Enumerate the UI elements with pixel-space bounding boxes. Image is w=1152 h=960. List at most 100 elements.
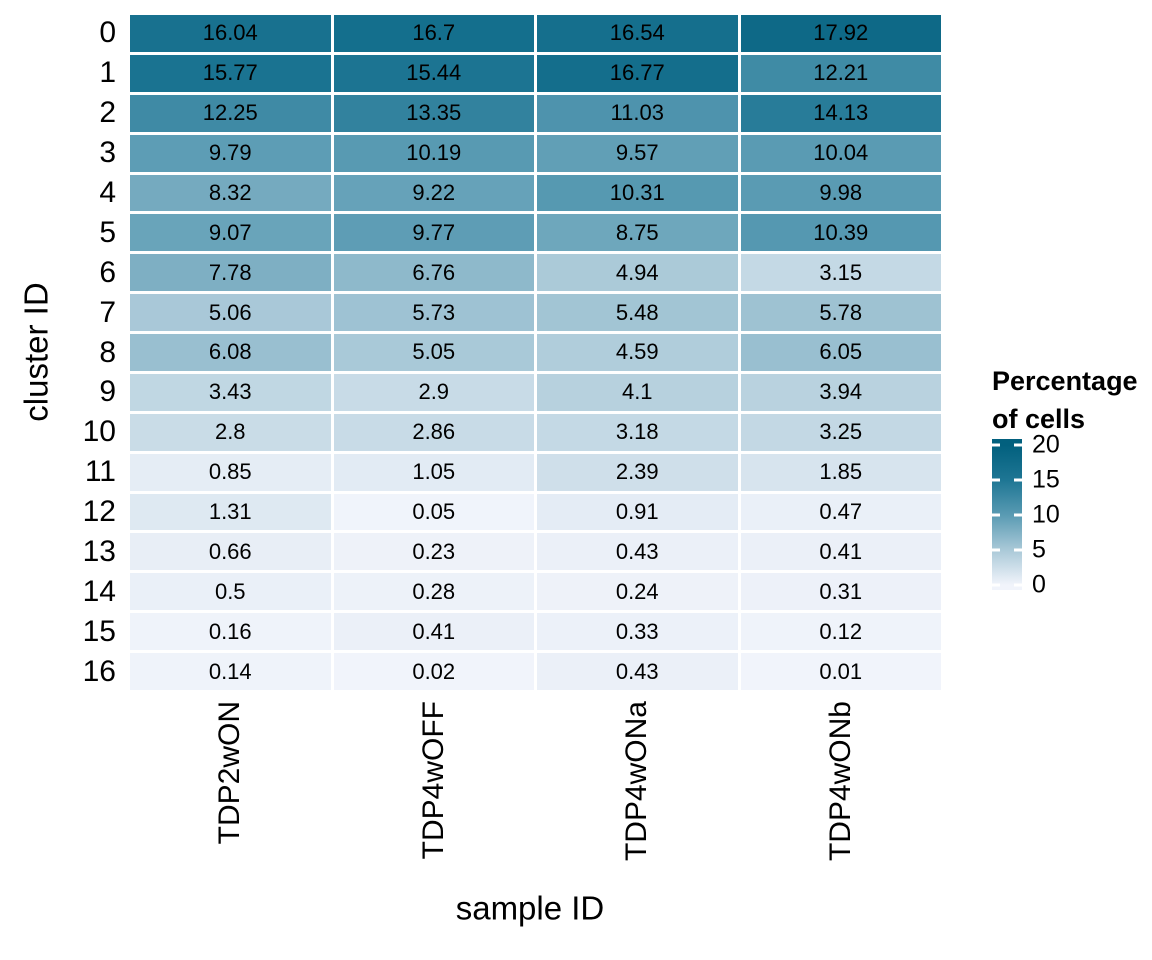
legend-tick-label: 0 xyxy=(1032,570,1046,599)
y-axis-tick-label: 14 xyxy=(82,574,116,608)
heatmap-cell: 6.76 xyxy=(333,254,534,292)
heatmap-cell: 10.04 xyxy=(740,134,941,172)
heatmap-cell: 2.9 xyxy=(333,373,534,411)
y-axis-tick-label: 8 xyxy=(99,335,116,369)
y-axis-tick-label: 9 xyxy=(99,375,116,409)
heatmap-cell: 0.28 xyxy=(333,573,534,611)
y-axis-tick-label: 0 xyxy=(99,16,116,50)
y-axis-tick-label: 11 xyxy=(84,455,116,489)
heatmap-cell: 2.39 xyxy=(537,453,738,491)
heatmap-cell: 15.77 xyxy=(130,54,331,92)
y-axis-tick-label: 10 xyxy=(82,415,116,449)
heatmap-cell: 10.31 xyxy=(537,174,738,212)
heatmap-cell: 4.1 xyxy=(537,373,738,411)
heatmap-cell: 3.18 xyxy=(537,413,738,451)
y-axis-tick-label: 13 xyxy=(82,534,116,568)
heatmap-cell: 5.48 xyxy=(537,294,738,332)
heatmap-cell: 3.43 xyxy=(130,373,331,411)
heatmap-cell: 1.05 xyxy=(333,453,534,491)
heatmap-cell: 0.12 xyxy=(740,613,941,651)
x-axis-tick-label: TDP4wONa xyxy=(620,701,654,862)
legend-tick-label: 5 xyxy=(1032,535,1046,564)
heatmap-cell: 9.79 xyxy=(130,134,331,172)
heatmap-grid: 16.04 16.7 16.54 17.92 15.77 15.44 16.77 12.21 1… xyxy=(130,15,941,690)
heatmap-cell: 0.41 xyxy=(740,533,941,571)
heatmap-cell: 4.94 xyxy=(537,254,738,292)
heatmap-cell: 0.33 xyxy=(537,613,738,651)
heatmap-cell: 0.02 xyxy=(333,653,534,690)
heatmap-cell: 9.98 xyxy=(740,174,941,212)
heatmap-cell: 15.44 xyxy=(333,54,534,92)
heatmap-cell: 16.54 xyxy=(537,15,738,52)
heatmap-cell: 2.86 xyxy=(333,413,534,451)
legend-tick-label: 15 xyxy=(1032,465,1060,494)
heatmap-cell: 16.7 xyxy=(333,15,534,52)
legend-tick-label: 20 xyxy=(1032,430,1060,459)
heatmap-cell: 8.32 xyxy=(130,174,331,212)
legend-tick-mark xyxy=(1014,478,1022,482)
heatmap-cell: 0.47 xyxy=(740,493,941,531)
heatmap-cell: 3.15 xyxy=(740,254,941,292)
heatmap-cell: 0.43 xyxy=(537,533,738,571)
heatmap-cell: 9.22 xyxy=(333,174,534,212)
heatmap-cell: 8.75 xyxy=(537,214,738,252)
heatmap-cell: 0.5 xyxy=(130,573,331,611)
legend-tick-mark xyxy=(1014,583,1022,587)
heatmap-cell: 7.78 xyxy=(130,254,331,292)
y-axis-tick-label: 5 xyxy=(99,215,116,249)
heatmap-cell: 0.66 xyxy=(130,533,331,571)
legend-tick-label: 10 xyxy=(1032,500,1060,529)
y-axis-tick-label: 3 xyxy=(99,136,116,170)
legend-tick-mark xyxy=(992,443,1000,447)
heatmap-cell: 17.92 xyxy=(740,15,941,52)
x-axis-title: sample ID xyxy=(455,889,605,927)
heatmap-cell: 3.94 xyxy=(740,373,941,411)
y-axis-tick-label: 12 xyxy=(82,495,116,529)
y-axis-tick-label: 2 xyxy=(99,96,116,130)
y-axis-title: cluster ID xyxy=(17,282,55,422)
y-axis-tick-label: 16 xyxy=(82,654,116,688)
heatmap-cell: 11.03 xyxy=(537,94,738,132)
heatmap-cell: 12.25 xyxy=(130,94,331,132)
heatmap-cell: 10.39 xyxy=(740,214,941,252)
legend-tick-mark xyxy=(1014,443,1022,447)
heatmap-cell: 1.85 xyxy=(740,453,941,491)
heatmap-cell: 16.04 xyxy=(130,15,331,52)
legend-tick-mark xyxy=(1014,548,1022,552)
heatmap-cell: 0.05 xyxy=(333,493,534,531)
heatmap-cell: 12.21 xyxy=(740,54,941,92)
y-axis-tick-label: 4 xyxy=(99,175,116,209)
y-axis-tick-label: 1 xyxy=(99,56,116,90)
heatmap-cell: 0.41 xyxy=(333,613,534,651)
heatmap-cell: 0.01 xyxy=(740,653,941,690)
heatmap-cell: 5.05 xyxy=(333,334,534,371)
heatmap-cell: 1.31 xyxy=(130,493,331,531)
heatmap-cell: 0.23 xyxy=(333,533,534,571)
heatmap-cell: 6.05 xyxy=(740,334,941,371)
legend-title-line1: Percentage xyxy=(992,366,1138,396)
heatmap-cell: 0.14 xyxy=(130,653,331,690)
x-axis-tick-label: TDP4wONb xyxy=(823,701,857,862)
y-axis-tick-label: 7 xyxy=(99,295,116,329)
heatmap-cell: 6.08 xyxy=(130,334,331,371)
heatmap-cell: 9.07 xyxy=(130,214,331,252)
legend-title: Percentage of cells xyxy=(992,362,1152,438)
heatmap-cell: 9.77 xyxy=(333,214,534,252)
legend-tick-mark xyxy=(992,583,1000,587)
heatmap-cell: 2.8 xyxy=(130,413,331,451)
heatmap-cell: 4.59 xyxy=(537,334,738,371)
heatmap-cell: 13.35 xyxy=(333,94,534,132)
x-axis-tick-label: TDP4wOFF xyxy=(416,701,450,860)
legend-tick-mark xyxy=(992,548,1000,552)
heatmap-cell: 14.13 xyxy=(740,94,941,132)
y-axis-tick-label: 15 xyxy=(82,614,116,648)
heatmap-cell: 5.06 xyxy=(130,294,331,332)
heatmap-cell: 3.25 xyxy=(740,413,941,451)
heatmap-cell: 0.16 xyxy=(130,613,331,651)
heatmap-cell: 0.24 xyxy=(537,573,738,611)
x-axis-tick-label: TDP2wON xyxy=(213,701,247,845)
legend-title-line2: of cells xyxy=(992,404,1086,434)
heatmap-cell: 0.31 xyxy=(740,573,941,611)
y-axis-tick-label: 6 xyxy=(99,255,116,289)
